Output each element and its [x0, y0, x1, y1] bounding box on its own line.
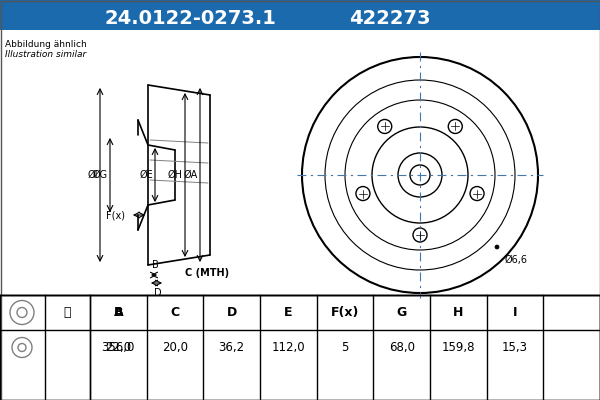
Text: 36,2: 36,2 — [218, 341, 245, 354]
Text: 68,0: 68,0 — [389, 341, 415, 354]
Text: H: H — [453, 306, 464, 319]
Text: C: C — [170, 306, 179, 319]
FancyBboxPatch shape — [0, 295, 600, 400]
Text: A: A — [113, 306, 123, 319]
Text: E: E — [284, 306, 293, 319]
Text: 159,8: 159,8 — [442, 341, 475, 354]
Text: ØE: ØE — [139, 170, 153, 180]
Circle shape — [495, 245, 499, 249]
Text: 112,0: 112,0 — [272, 341, 305, 354]
Text: ØH: ØH — [168, 170, 183, 180]
Text: B: B — [152, 260, 158, 270]
Text: 5: 5 — [341, 341, 349, 354]
Text: C (MTH): C (MTH) — [185, 268, 229, 278]
Text: Abbildung ähnlich: Abbildung ähnlich — [5, 40, 87, 49]
Text: Illustration similar: Illustration similar — [5, 50, 86, 59]
Text: 22,0: 22,0 — [105, 341, 131, 354]
Text: ØI: ØI — [88, 170, 98, 180]
Text: ØG: ØG — [93, 170, 108, 180]
Text: I: I — [513, 306, 517, 319]
Text: D: D — [154, 288, 162, 298]
Text: F(x): F(x) — [331, 306, 359, 319]
Text: G: G — [397, 306, 407, 319]
Text: 24.0122-0273.1: 24.0122-0273.1 — [104, 8, 276, 28]
Text: F(x): F(x) — [106, 210, 125, 220]
Text: 20,0: 20,0 — [162, 341, 188, 354]
Text: D: D — [227, 306, 237, 319]
Text: 15,3: 15,3 — [502, 341, 528, 354]
Text: Ø6,6: Ø6,6 — [505, 255, 528, 265]
Text: 🔩: 🔩 — [63, 306, 71, 319]
FancyBboxPatch shape — [0, 30, 600, 295]
Text: 422273: 422273 — [349, 8, 431, 28]
Text: 356,0: 356,0 — [101, 341, 135, 354]
Text: ØA: ØA — [184, 170, 198, 180]
Text: B: B — [113, 306, 123, 319]
FancyBboxPatch shape — [0, 0, 600, 30]
